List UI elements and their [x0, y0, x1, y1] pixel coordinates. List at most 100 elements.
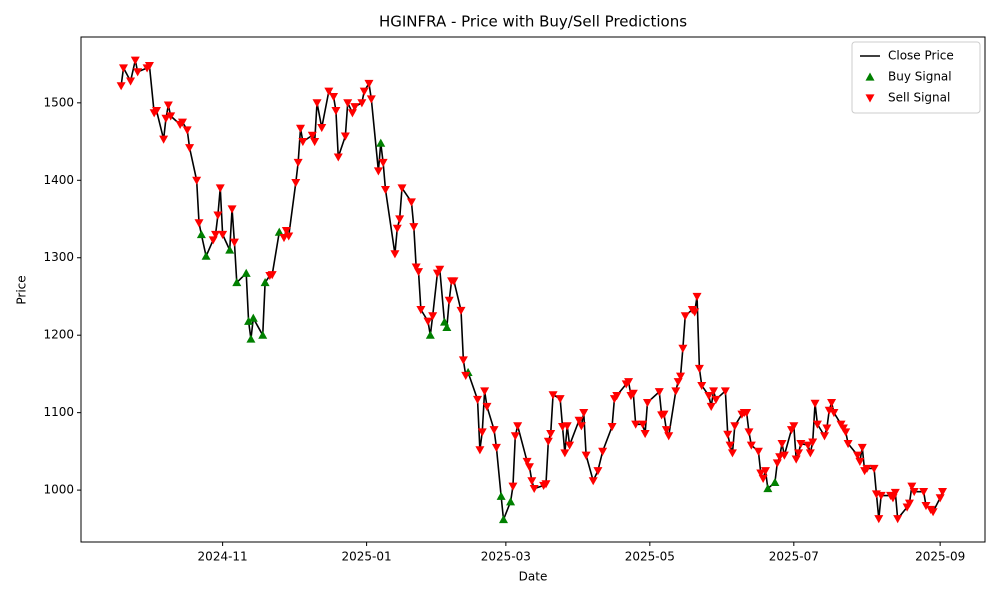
signal-marker	[376, 138, 386, 147]
legend-label: Sell Signal	[888, 91, 950, 105]
signal-marker	[704, 392, 714, 401]
signal-marker	[312, 99, 322, 108]
signal-marker	[855, 457, 865, 466]
signal-marker	[890, 488, 900, 497]
signal-marker	[144, 62, 154, 71]
y-tick-label: 1000	[43, 483, 74, 497]
signal-marker	[241, 268, 251, 277]
signal-marker	[876, 491, 886, 501]
chart-title: HGINFRA - Price with Buy/Sell Prediction…	[379, 13, 687, 31]
signal-marker	[489, 426, 499, 435]
signal-marker	[803, 441, 813, 450]
signal-marker	[791, 455, 801, 464]
signal-marker	[435, 265, 445, 274]
signal-marker	[829, 409, 839, 418]
signal-marker	[258, 330, 268, 339]
signal-marker	[794, 449, 804, 458]
signal-marker	[449, 277, 459, 286]
x-tick-label: 2025-07	[769, 550, 819, 564]
signal-marker	[638, 420, 648, 429]
signal-marker	[690, 308, 700, 317]
signal-marker	[130, 56, 140, 65]
signal-marker	[822, 424, 832, 433]
signal-marker	[706, 402, 716, 411]
signal-marker	[218, 230, 228, 240]
signal-marker	[529, 484, 539, 494]
signal-marker	[491, 443, 501, 453]
signal-marker	[498, 515, 508, 524]
signal-marker	[380, 185, 390, 195]
signal-marker	[555, 395, 565, 404]
signal-marker	[510, 432, 520, 441]
signal-marker	[522, 457, 532, 466]
signal-marker	[274, 227, 284, 236]
signal-marker	[909, 488, 919, 497]
signal-marker	[307, 131, 317, 140]
signal-marker	[192, 176, 202, 185]
signal-marker	[709, 387, 719, 396]
signal-marker	[152, 106, 162, 116]
signal-marker	[907, 482, 917, 491]
signal-marker	[628, 389, 638, 398]
x-tick-label: 2025-01	[342, 550, 392, 564]
signal-marker	[166, 112, 176, 121]
signal-marker	[576, 422, 586, 431]
signal-marker	[659, 410, 669, 419]
signal-marker	[232, 278, 242, 287]
signal-marker	[612, 392, 622, 401]
signal-marker	[118, 64, 128, 73]
signal-marker	[508, 482, 518, 491]
signal-marker	[397, 184, 407, 193]
signal-marker	[824, 406, 834, 415]
signal-marker	[760, 467, 770, 476]
signal-marker	[853, 451, 863, 460]
signal-marker	[133, 68, 143, 77]
y-tick-label: 1500	[43, 95, 74, 109]
signal-marker	[281, 227, 291, 236]
signal-marker	[244, 316, 254, 325]
signal-marker	[182, 126, 192, 135]
signal-marker	[546, 429, 556, 439]
signal-marker	[819, 432, 829, 441]
signal-marker	[267, 271, 277, 280]
signal-marker	[359, 87, 369, 96]
signal-marker	[548, 391, 558, 400]
signal-marker	[423, 317, 433, 326]
signal-marker	[161, 114, 171, 123]
signal-marker	[607, 422, 617, 432]
signal-marker	[777, 440, 787, 449]
signal-marker	[727, 449, 737, 458]
signal-marker	[642, 398, 652, 408]
signal-marker	[211, 230, 221, 240]
legend-label: Buy Signal	[888, 70, 952, 84]
signal-marker	[411, 263, 421, 272]
signal-marker	[373, 167, 383, 176]
signal-marker	[409, 223, 419, 232]
signal-marker	[347, 109, 357, 118]
signal-marker	[343, 99, 353, 108]
signal-marker	[654, 388, 664, 397]
signal-marker	[789, 422, 799, 431]
signal-marker	[562, 422, 572, 431]
legend-box	[851, 41, 981, 114]
signal-marker	[260, 278, 270, 287]
signal-marker	[340, 132, 350, 141]
signal-marker	[938, 488, 948, 497]
signal-marker	[527, 477, 537, 486]
x-tick-label: 2025-05	[625, 550, 675, 564]
x-tick-label: 2025-09	[915, 550, 965, 564]
signal-marker	[194, 219, 204, 228]
signal-marker	[201, 251, 211, 260]
signal-marker	[116, 82, 126, 91]
signal-marker	[692, 292, 702, 301]
signal-marker	[697, 381, 707, 391]
signal-marker	[378, 158, 388, 167]
signal-marker	[928, 508, 938, 517]
legend-symbol	[865, 72, 875, 81]
signal-marker	[177, 118, 187, 127]
signal-marker	[227, 205, 237, 214]
signal-marker	[482, 402, 492, 411]
signal-marker	[810, 399, 820, 408]
signal-marker	[456, 306, 466, 315]
signal-marker	[694, 364, 704, 374]
